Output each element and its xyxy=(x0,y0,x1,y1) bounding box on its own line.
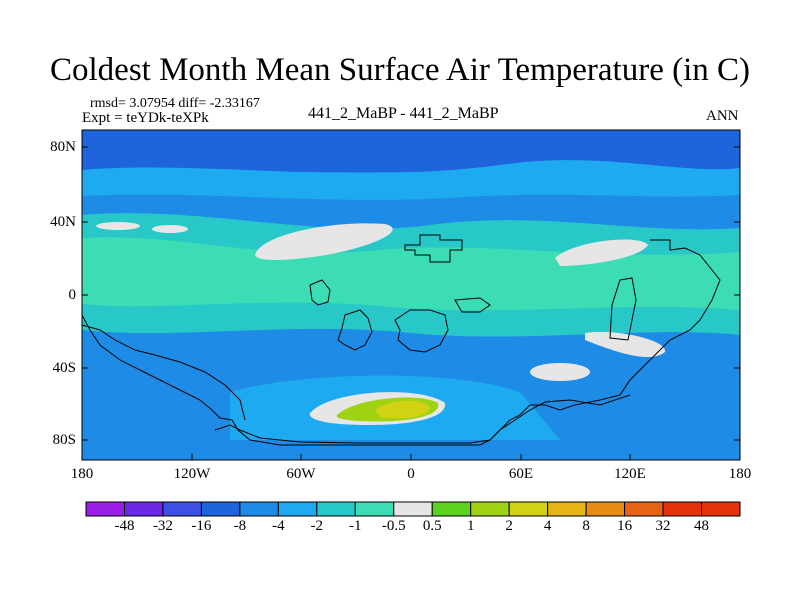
colorbar-swatch xyxy=(354,501,395,517)
lat-label: 80S xyxy=(52,432,76,448)
lon-label: 0 xyxy=(407,466,415,482)
lon-label: 60W xyxy=(286,466,316,482)
white-patch-west xyxy=(96,222,140,230)
lon-label: 180 xyxy=(70,466,94,482)
run-subtitle: 441_2_MaBP - 441_2_MaBP xyxy=(308,105,499,122)
colorbar-label: 4 xyxy=(543,518,552,534)
lon-label: 60E xyxy=(508,466,534,482)
land-outline xyxy=(81,234,721,446)
continent-indian-outline xyxy=(454,297,491,313)
temperature-field xyxy=(82,130,740,460)
lat-label: 80N xyxy=(50,139,76,155)
colorbar-label: -2 xyxy=(310,518,324,534)
colorbar-label: -4 xyxy=(272,518,285,534)
rmsd-diff-stats: rmsd= 3.07954 diff= -2.33167 xyxy=(90,96,260,111)
lon-label: 120E xyxy=(614,466,646,482)
white-patch-west-2 xyxy=(152,225,188,233)
lon-label: 180 xyxy=(728,466,752,482)
plot-title: Coldest Month Mean Surface Air Temperatu… xyxy=(50,52,750,88)
colorbar-swatch xyxy=(85,501,125,517)
white-patch-atlantic xyxy=(255,223,393,260)
colorbar-swatch xyxy=(431,501,472,517)
colorbar-label: 16 xyxy=(617,518,633,534)
colorbar-label: -8 xyxy=(233,518,247,534)
colorbar-swatch xyxy=(624,501,664,517)
colorbar-label: 32 xyxy=(655,518,671,534)
colorbar-swatch xyxy=(277,501,318,517)
lat-label: 40N xyxy=(50,214,76,230)
colorbar-swatch xyxy=(470,501,510,517)
colorbar-label: -48 xyxy=(114,518,135,534)
colorbar-label: 8 xyxy=(582,518,590,534)
continent-central-west-outline xyxy=(309,279,331,306)
colorbar-swatch xyxy=(239,501,279,517)
colorbar-label: 0.5 xyxy=(422,518,442,534)
colorbar-swatch xyxy=(508,501,549,517)
continent-central-outline xyxy=(394,309,449,353)
white-patch-australia xyxy=(585,331,666,358)
white-patch-asia xyxy=(555,239,648,266)
colorbar-label: -0.5 xyxy=(381,518,406,534)
colorbar-label: -32 xyxy=(152,518,173,534)
season-label: ANN xyxy=(706,108,739,124)
axis-ticks xyxy=(82,146,740,460)
lat-label: 40S xyxy=(52,360,76,376)
white-patch-indian xyxy=(530,363,590,381)
colorbar-label: -16 xyxy=(191,518,212,534)
antarctic-coast-outline xyxy=(214,394,631,444)
experiment-label: Expt = teYDk-teXPk xyxy=(82,110,209,126)
colorbar-swatch xyxy=(316,501,356,517)
colorbar-label: 48 xyxy=(694,518,710,534)
colorbar-swatch xyxy=(200,501,241,517)
field-band-north-light xyxy=(82,160,740,200)
southern-coast-outline xyxy=(81,324,246,421)
lat-label: 0 xyxy=(68,287,77,303)
colorbar-label: 1 xyxy=(466,518,475,534)
colorbar-swatch xyxy=(162,501,202,517)
colorbar-swatch xyxy=(393,501,433,517)
colorbar-swatch xyxy=(662,501,703,517)
continent-africa-outline xyxy=(337,309,373,351)
continent-asia-outline xyxy=(609,277,637,341)
continent-north-outline xyxy=(404,234,463,263)
colorbar-swatch xyxy=(547,501,587,517)
colorbar-label: 2 xyxy=(505,518,513,534)
colorbar-swatch xyxy=(123,501,164,517)
colorbar-label: -1 xyxy=(349,518,362,534)
continent-east-outline xyxy=(81,239,721,446)
colorbar-swatch xyxy=(585,501,626,517)
colorbar-swatch xyxy=(701,501,741,517)
colorbar xyxy=(85,501,741,517)
yellow-warm-core xyxy=(375,400,430,419)
lon-label: 120W xyxy=(173,466,211,482)
